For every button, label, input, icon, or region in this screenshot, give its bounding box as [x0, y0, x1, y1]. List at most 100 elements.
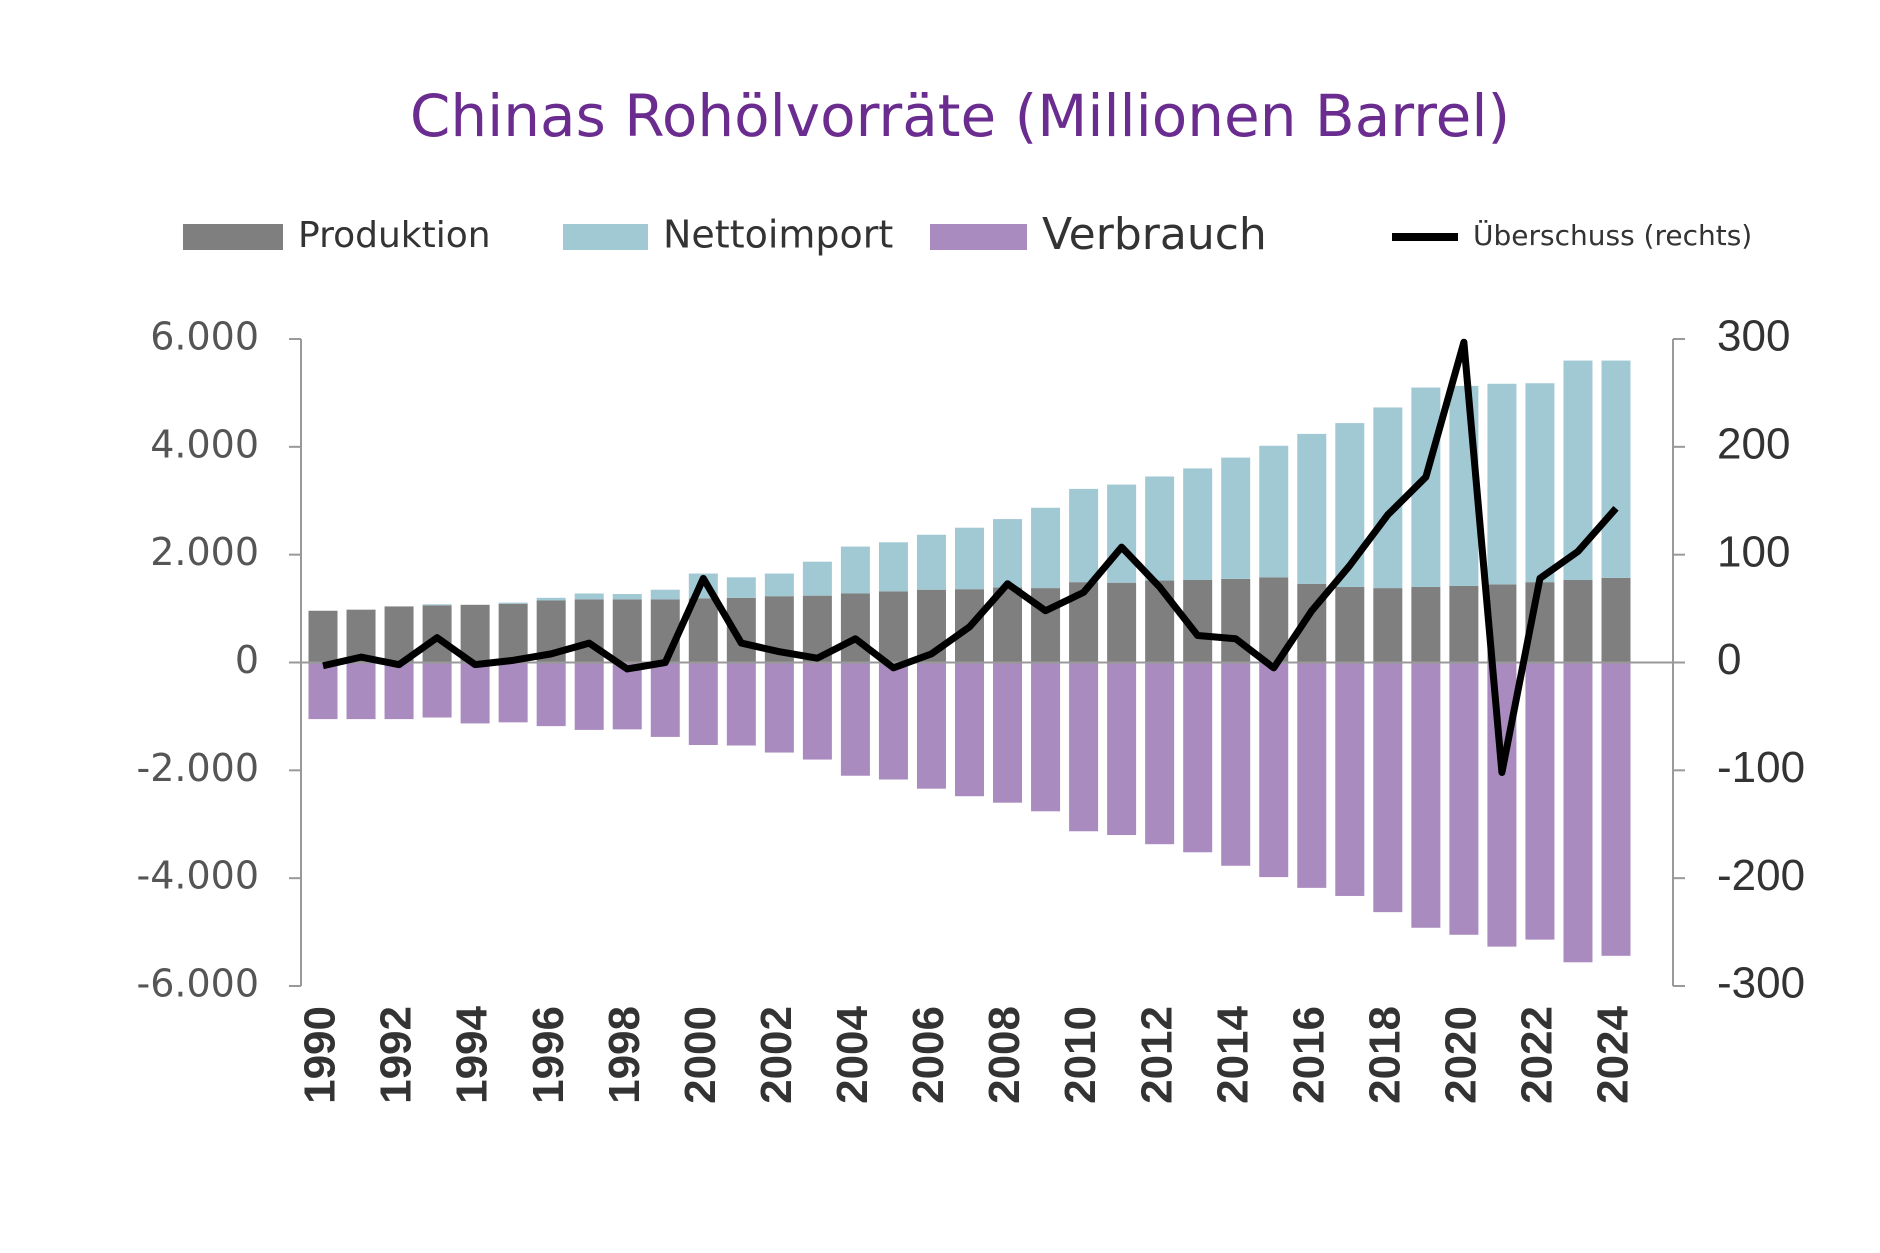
bar [1563, 662, 1593, 963]
y-tick-label: -6.000 [137, 962, 260, 1006]
bar [1373, 588, 1403, 663]
bar [460, 662, 490, 724]
legend-label: Nettoimport [663, 213, 893, 257]
bar [1487, 383, 1517, 585]
legend-label: Verbrauch [1042, 209, 1267, 260]
bar [802, 662, 832, 760]
bar [726, 577, 756, 598]
bar [916, 534, 946, 590]
legend-swatch [183, 224, 283, 250]
bar [1145, 580, 1175, 663]
bar [1601, 662, 1631, 956]
bar [498, 603, 528, 663]
bar [1183, 468, 1213, 581]
y2-tick-label: 200 [1717, 419, 1790, 468]
bar [802, 561, 832, 596]
x-tick-label: 2024 [1589, 1005, 1638, 1103]
legend-swatch [563, 224, 648, 250]
bar [422, 662, 452, 718]
bar [1373, 407, 1403, 589]
x-tick-label: 2020 [1437, 1006, 1486, 1104]
bar [764, 662, 794, 753]
bar [1259, 662, 1289, 878]
bar [1601, 360, 1631, 578]
y2-tick-label: 300 [1717, 312, 1790, 361]
bar [993, 587, 1023, 663]
x-tick-label: 2016 [1284, 1006, 1333, 1104]
bar [878, 662, 908, 780]
bar [1525, 383, 1555, 583]
bar [1107, 582, 1137, 663]
bar [840, 593, 870, 663]
x-tick-label: 2010 [1056, 1006, 1105, 1104]
x-tick-label: 2012 [1132, 1006, 1181, 1104]
bar [1221, 457, 1251, 579]
bar [1069, 662, 1099, 832]
x-tick-label: 2014 [1208, 1005, 1257, 1103]
bar [1525, 662, 1555, 940]
bar [1297, 662, 1327, 888]
x-tick-label: 1992 [372, 1006, 421, 1104]
x-tick-label: 1998 [600, 1006, 649, 1104]
bar [612, 662, 642, 730]
bar [955, 662, 984, 797]
y2-tick-label: 100 [1717, 527, 1790, 576]
y2-tick-label: -300 [1717, 959, 1805, 1008]
legend-label: Überschuss (rechts) [1473, 218, 1752, 252]
bar [993, 662, 1023, 803]
x-tick-label: 2022 [1513, 1006, 1562, 1104]
bar [422, 604, 452, 606]
x-tick-label: 2006 [904, 1006, 953, 1104]
legend-swatch [930, 224, 1027, 250]
bar [726, 662, 756, 746]
bar [460, 604, 490, 663]
bar [1221, 662, 1251, 866]
bar [650, 599, 680, 663]
bar [1145, 662, 1175, 845]
chart-title: Chinas Rohölvorräte (Millionen Barrel) [410, 82, 1510, 150]
bar [1145, 476, 1175, 581]
y2-tick-label: -200 [1717, 851, 1805, 900]
y-tick-label: 4.000 [150, 422, 259, 466]
bar [1373, 662, 1403, 913]
bar [1297, 433, 1327, 584]
y-tick-label: -4.000 [137, 854, 260, 898]
bar [1107, 662, 1137, 836]
x-tick-label: 1990 [296, 1006, 345, 1104]
legend-label: Produktion [298, 215, 491, 256]
line-series [322, 338, 1619, 776]
y2-tick-label: 0 [1717, 635, 1741, 684]
bar [1449, 662, 1479, 935]
y-tick-label: -2.000 [137, 746, 260, 790]
bar [993, 519, 1023, 588]
bar [384, 606, 414, 663]
bar [878, 591, 908, 663]
bar [384, 662, 414, 720]
bar [1069, 488, 1099, 583]
bar [574, 662, 604, 730]
y-tick-label: 2.000 [150, 530, 259, 574]
bar [1563, 580, 1593, 663]
bar [1449, 585, 1479, 663]
y2-tick-label: -100 [1717, 743, 1805, 792]
x-tick-label: 2002 [752, 1006, 801, 1104]
bar [1259, 445, 1289, 578]
bar [612, 594, 642, 600]
bar [1107, 484, 1137, 583]
bar [650, 589, 680, 600]
bar [422, 605, 452, 663]
bar [536, 662, 566, 727]
x-tick-label: 2000 [676, 1006, 725, 1104]
x-tick-label: 2004 [828, 1005, 877, 1103]
bar [1335, 662, 1365, 896]
bar [1601, 577, 1631, 663]
x-tick-label: 2008 [980, 1006, 1029, 1104]
bar [536, 597, 566, 601]
x-tick-label: 2018 [1360, 1006, 1409, 1104]
bar [612, 599, 642, 663]
bar [955, 527, 984, 590]
bar [840, 662, 870, 776]
bar [878, 542, 908, 592]
bar [688, 598, 718, 663]
